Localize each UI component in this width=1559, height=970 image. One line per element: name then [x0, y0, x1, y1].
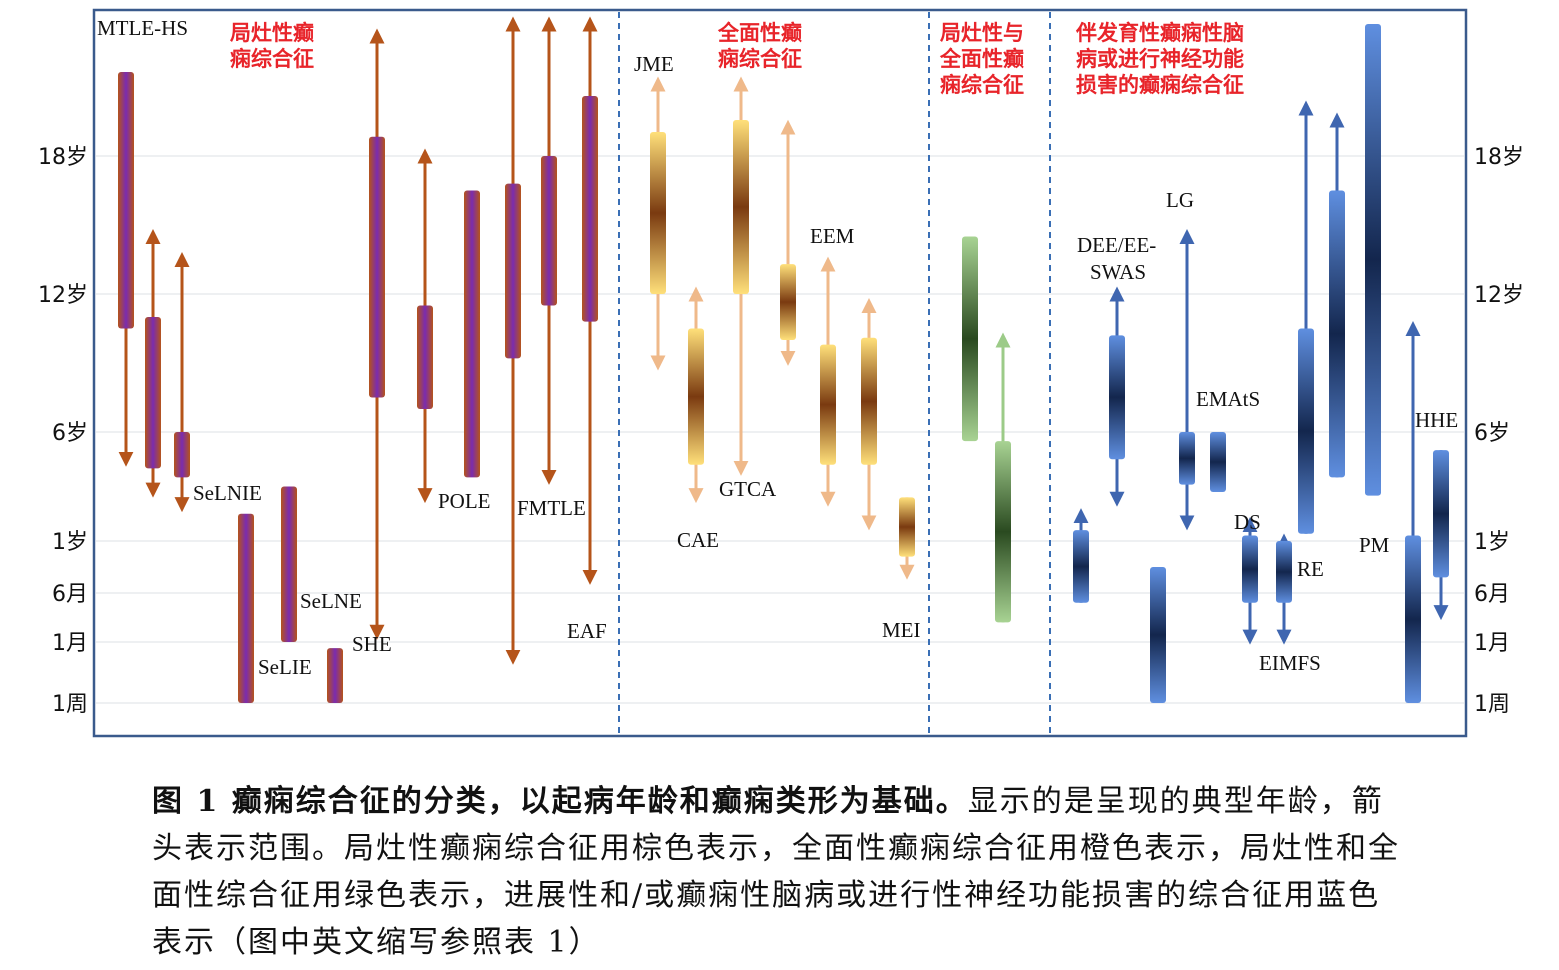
range-bar-syndrome-22 — [1073, 530, 1089, 603]
range-bar-selnie — [174, 432, 190, 478]
range-bar-syndrome-1 — [145, 317, 161, 469]
y-tick-label-right: 6岁 — [1474, 421, 1510, 446]
bar-label-lg: LG — [1166, 188, 1194, 212]
category-title-combined: 全面性癫 — [939, 47, 1024, 71]
range-bar-eem — [820, 344, 836, 465]
range-bar-syndrome-23 — [1150, 567, 1166, 703]
bar-label-fmtle: FMTLE — [517, 496, 586, 520]
syndrome-marks: MTLE-HS SeLNIE SeLIE SeLNE SHE POLE FMTLE EAF JM… — [97, 16, 1458, 703]
bar-label-re: RE — [1297, 557, 1324, 581]
category-title-dee: 病或进行神经功能 — [1076, 47, 1244, 71]
range-bar-syndrome-29 — [1329, 190, 1345, 478]
bar-label-eimfs: EIMFS — [1259, 651, 1321, 675]
plot-frame — [92, 8, 1468, 738]
range-bar-eaf — [582, 96, 598, 322]
y-tick-label-left: 6岁 — [52, 421, 88, 446]
category-title-focal: 局灶性癫 — [230, 21, 314, 45]
category-title-generalized: 全面性癫 — [717, 21, 802, 45]
category-titles: 局灶性癫痫综合征全面性癫痫综合征局灶性与全面性癫痫综合征伴发育性癫痫性脑病或进行… — [230, 21, 1244, 97]
bar-label-jme: JME — [634, 52, 674, 76]
y-tick-label-left: 1月 — [52, 631, 88, 656]
category-title-focal: 痫综合征 — [230, 47, 314, 71]
range-bar-syndrome-15 — [780, 264, 796, 340]
range-bar-she-base — [327, 648, 343, 703]
range-bar-cae — [688, 328, 704, 465]
bar-label-pm: PM — [1359, 533, 1390, 557]
range-bar-fmtle — [505, 183, 521, 359]
range-bar-dee-ee-swas — [1109, 335, 1125, 460]
category-title-combined: 局灶性与 — [940, 21, 1024, 45]
range-bar-lg — [1179, 432, 1195, 485]
category-title-dee: 损害的癫痫综合征 — [1076, 73, 1244, 97]
bar-label-eaf: EAF — [567, 619, 607, 643]
bar-label-mtle-hs: MTLE-HS — [97, 16, 188, 40]
range-bar-selne — [281, 486, 297, 642]
bar-label-hhe: HHE — [1415, 408, 1458, 432]
y-tick-label-left: 6月 — [52, 582, 88, 607]
bar-label-emats: EMAtS — [1196, 387, 1260, 411]
range-bar-syndrome-17 — [861, 337, 877, 465]
range-bar-gtca — [733, 120, 749, 294]
gridlines — [96, 155, 1464, 704]
range-bar-syndrome-8 — [464, 190, 480, 478]
y-tick-label-right: 1岁 — [1474, 530, 1510, 555]
range-bar-hhe — [1433, 450, 1449, 578]
y-tick-label-left: 18岁 — [38, 145, 88, 170]
y-tick-label-right: 1月 — [1474, 631, 1510, 656]
bar-label-selnie: SeLNIE — [193, 481, 262, 505]
range-bar-ds — [1242, 535, 1258, 603]
range-bar-syndrome-31 — [1405, 535, 1421, 703]
y-tick-label-right: 18岁 — [1474, 145, 1524, 170]
range-bar-mtle-hs — [118, 72, 134, 329]
bar-label-dee-ee-swas-cont: SWAS — [1090, 260, 1146, 284]
bar-label-she: SHE — [352, 632, 392, 656]
bar-label-ds: DS — [1234, 510, 1261, 534]
y-tick-label-right: 6月 — [1474, 582, 1510, 607]
y-tick-label-left: 1周 — [52, 692, 88, 717]
y-tick-label-right: 1周 — [1474, 692, 1510, 717]
bar-label-pole: POLE — [438, 489, 491, 513]
bar-label-eem: EEM — [810, 224, 855, 248]
range-bar-mei — [899, 497, 915, 557]
range-bar-she — [369, 136, 385, 398]
y-tick-label-left: 1岁 — [52, 530, 88, 555]
bar-label-mei: MEI — [882, 618, 921, 642]
category-title-combined: 痫综合征 — [940, 73, 1024, 97]
category-title-dee: 伴发育性癫痫性脑 — [1075, 21, 1244, 45]
y-axis-right: 18岁 12岁 6岁 1岁 6月 1月 1周 — [1474, 145, 1524, 717]
range-bar-emats — [1210, 432, 1226, 492]
range-bar-pole — [417, 305, 433, 409]
range-bar-syndrome-10 — [541, 156, 557, 306]
figure-caption: 图 1 癫痫综合征的分类，以起病年龄和癫痫类形为基础。显示的是呈现的典型年龄，箭… — [152, 778, 1412, 966]
y-axis-left: 18岁 12岁 6岁 1岁 6月 1月 1周 — [38, 145, 88, 717]
category-title-generalized: 痫综合征 — [718, 47, 802, 71]
y-tick-label-left: 12岁 — [38, 283, 88, 308]
range-bar-re — [1298, 328, 1314, 534]
bar-label-cae: CAE — [677, 528, 719, 552]
bar-label-dee-ee-swas: DEE/EE- — [1077, 233, 1156, 257]
range-bar-pm — [1365, 24, 1381, 496]
range-bar-jme — [650, 132, 666, 294]
bar-label-selne: SeLNE — [300, 589, 362, 613]
caption-text: 显示的是呈现的典型年龄，箭头表示范围。局灶性癫痫综合征用棕色表示，全面性癫痫综合… — [152, 784, 1400, 960]
caption-bold: 图 1 癫痫综合征的分类，以起病年龄和癫痫类形为基础。 — [152, 784, 968, 819]
range-bar-eimfs — [1276, 541, 1292, 603]
bar-label-gtca: GTCA — [719, 477, 777, 501]
y-tick-label-right: 12岁 — [1474, 283, 1524, 308]
range-bar-syndrome-20 — [995, 441, 1011, 623]
range-bar-syndrome-19 — [962, 236, 978, 442]
bar-label-selie: SeLIE — [258, 655, 312, 679]
range-bar-selie — [238, 513, 254, 703]
